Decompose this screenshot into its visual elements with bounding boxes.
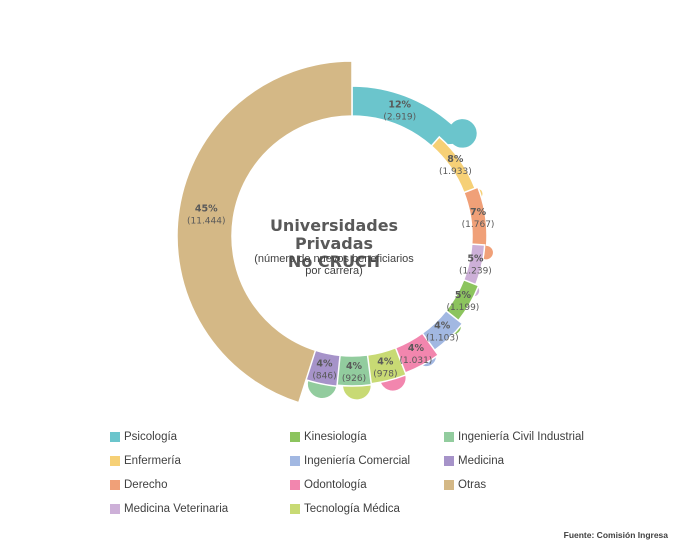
slice-psicologia — [351, 85, 479, 150]
legend-label: Medicina Veterinaria — [124, 503, 229, 515]
slice-value-label: (1.933) — [439, 167, 472, 177]
slice-enfermeria — [430, 135, 484, 201]
slice-otras — [176, 60, 353, 404]
slice-value-label: (1.767) — [462, 220, 495, 230]
legend-label: Enfermería — [124, 455, 181, 467]
slice-derecho — [462, 186, 495, 261]
source-note: Fuente: Comisión Ingresa — [563, 530, 668, 540]
legend-swatch — [110, 432, 120, 442]
legend-swatch — [110, 480, 120, 490]
legend-label: Tecnología Médica — [304, 503, 400, 515]
legend-swatch — [444, 456, 454, 466]
legend-label: Ingeniería Civil Industrial — [458, 431, 584, 443]
legend-item-medicina: Medicina — [444, 455, 504, 467]
slice-value-label: (1.199) — [447, 303, 480, 313]
legend-item-derecho: Derecho — [110, 479, 167, 491]
slice-value-label: (11.444) — [187, 216, 226, 226]
legend-label: Ingeniería Comercial — [304, 455, 411, 467]
chart-legend: Psicología Kinesiología Ingeniería Civil I… — [110, 431, 670, 521]
legend-swatch — [444, 432, 454, 442]
slice-percent-label: 8% — [447, 154, 464, 165]
chart-title: Universidades Privadas No CRUCH — [269, 216, 399, 271]
legend-label: Otras — [458, 479, 487, 491]
slice-percent-label: 4% — [434, 320, 451, 331]
slice-percent-label: 12% — [388, 100, 411, 111]
legend-swatch — [290, 456, 300, 466]
legend-label: Psicología — [124, 431, 178, 443]
legend-swatch — [290, 480, 300, 490]
slice-value-label: (926) — [342, 374, 366, 384]
slice-value-label: (1.239) — [459, 267, 492, 277]
legend-item-psicologia: Psicología — [110, 431, 177, 443]
legend-swatch — [110, 456, 120, 466]
legend-item-kinesiologia: Kinesiología — [290, 431, 367, 443]
slice-value-label: (1.031) — [400, 356, 433, 366]
slice-percent-label: 45% — [195, 203, 218, 214]
slice-value-label: (978) — [373, 369, 397, 379]
legend-item-ingenieria-comercial: Ingeniería Comercial — [290, 455, 410, 467]
legend-label: Derecho — [124, 479, 168, 491]
slice-value-label: (846) — [312, 372, 336, 382]
legend-label: Kinesiología — [304, 431, 367, 443]
slice-percent-label: 7% — [470, 207, 487, 218]
slice-percent-label: 5% — [455, 290, 472, 301]
slice-value-label: (2.919) — [383, 113, 416, 123]
legend-swatch — [290, 504, 300, 514]
slice-percent-label: 4% — [408, 343, 425, 354]
legend-item-enfermeria: Enfermería — [110, 455, 181, 467]
slice-percent-label: 4% — [377, 356, 394, 367]
legend-item-tecnologia-medica: Tecnología Médica — [290, 503, 400, 515]
legend-item-odontologia: Odontología — [290, 479, 367, 491]
slice-percent-label: 5% — [467, 254, 484, 265]
slice-percent-label: 4% — [346, 361, 363, 372]
donut-chart: 12% (2.919) 8% (1.933) 7% (1.767) 5% (1.239) 5% (… — [176, 60, 495, 404]
legend-label: Odontología — [304, 479, 367, 491]
chart-subtitle: (número de nuevos beneficiarios por carr… — [254, 253, 414, 277]
legend-item-ingenieria-civil-industrial: Ingeniería Civil Industrial — [444, 431, 584, 443]
legend-item-medicina-veterinaria: Medicina Veterinaria — [110, 503, 228, 515]
slice-value-label: (1.103) — [426, 333, 459, 343]
legend-label: Medicina — [458, 455, 505, 467]
legend-swatch — [444, 480, 454, 490]
slice-percent-label: 4% — [316, 359, 333, 370]
legend-swatch — [290, 432, 300, 442]
legend-swatch — [110, 504, 120, 514]
legend-item-otras: Otras — [444, 479, 486, 491]
